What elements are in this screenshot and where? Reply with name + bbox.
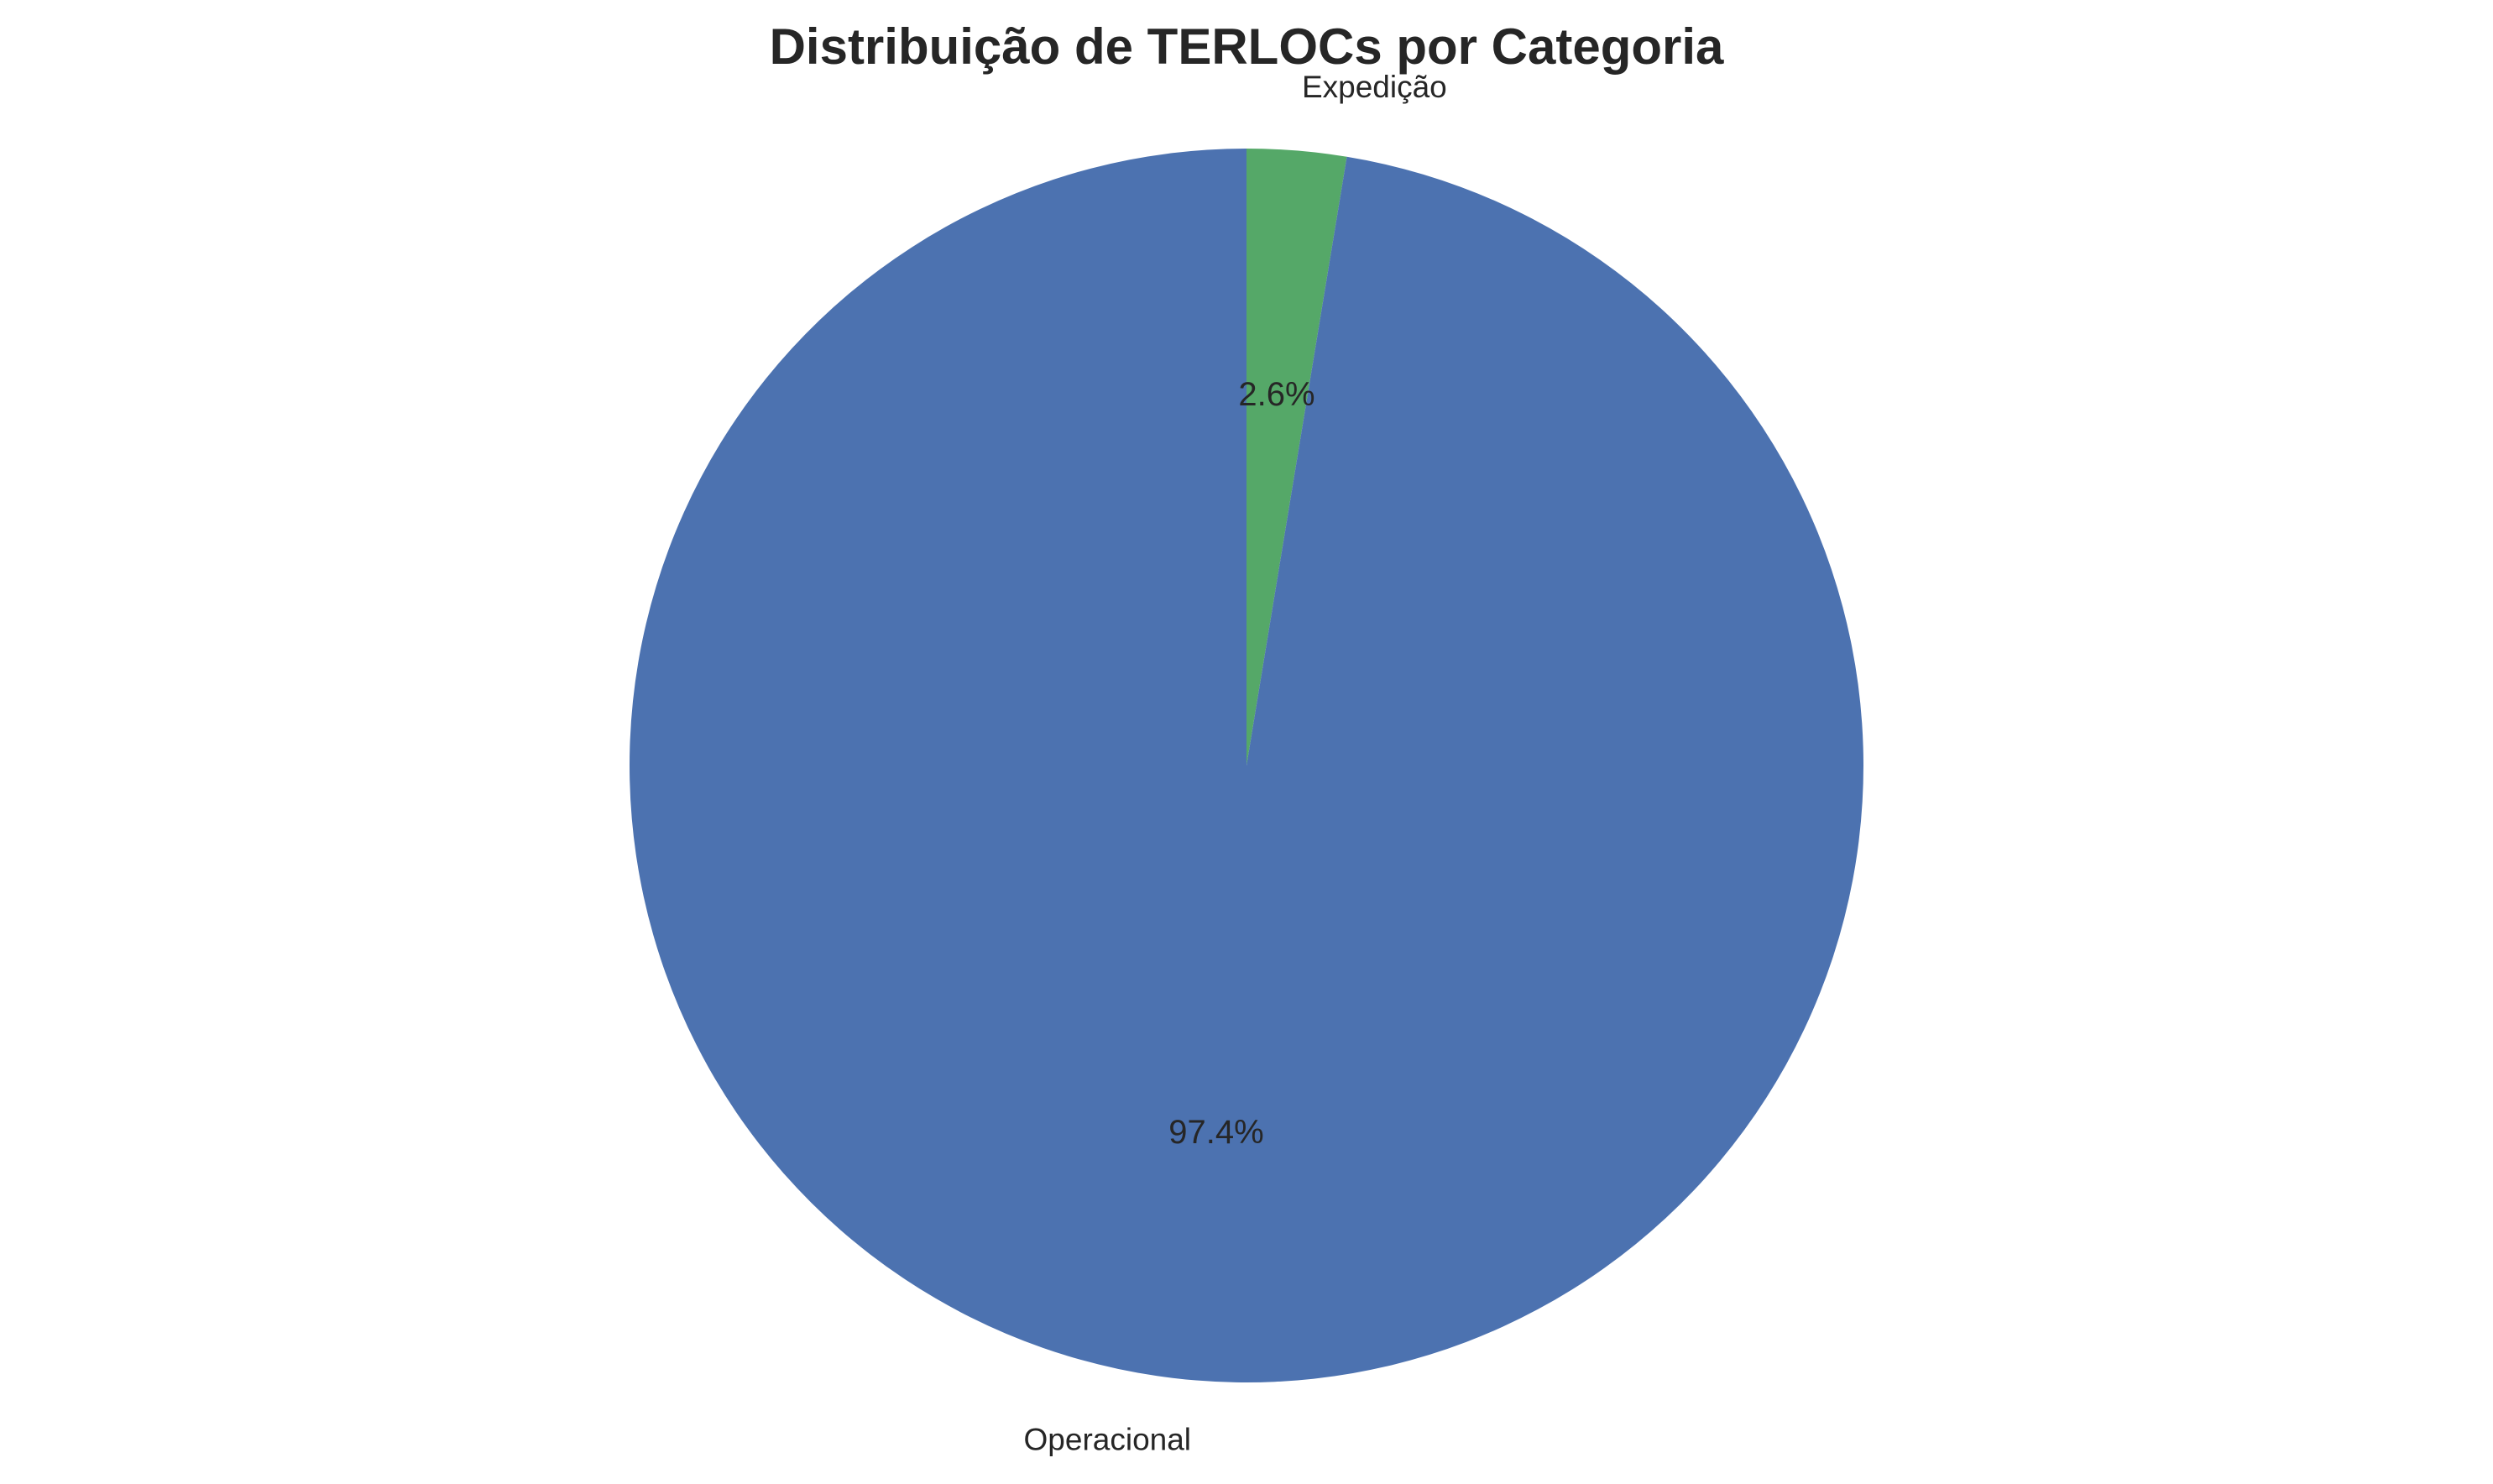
slice-percent-operacional: 97.4% [1168,1114,1263,1151]
pie-slice-operacional [629,149,1863,1382]
pie-slices [629,149,1863,1382]
slice-label-operacional: Operacional [1024,1423,1192,1457]
slice-percent-expedicao: 2.6% [1238,376,1314,413]
slice-label-expedicao: Expedição [1302,70,1447,104]
pie-labels: Expedição 2.6% Operacional 97.4% [1024,70,1447,1457]
pie-slice-expedicao [1246,149,1347,766]
chart-title: Distribuição de TERLOCs por Categoria [770,18,1724,75]
